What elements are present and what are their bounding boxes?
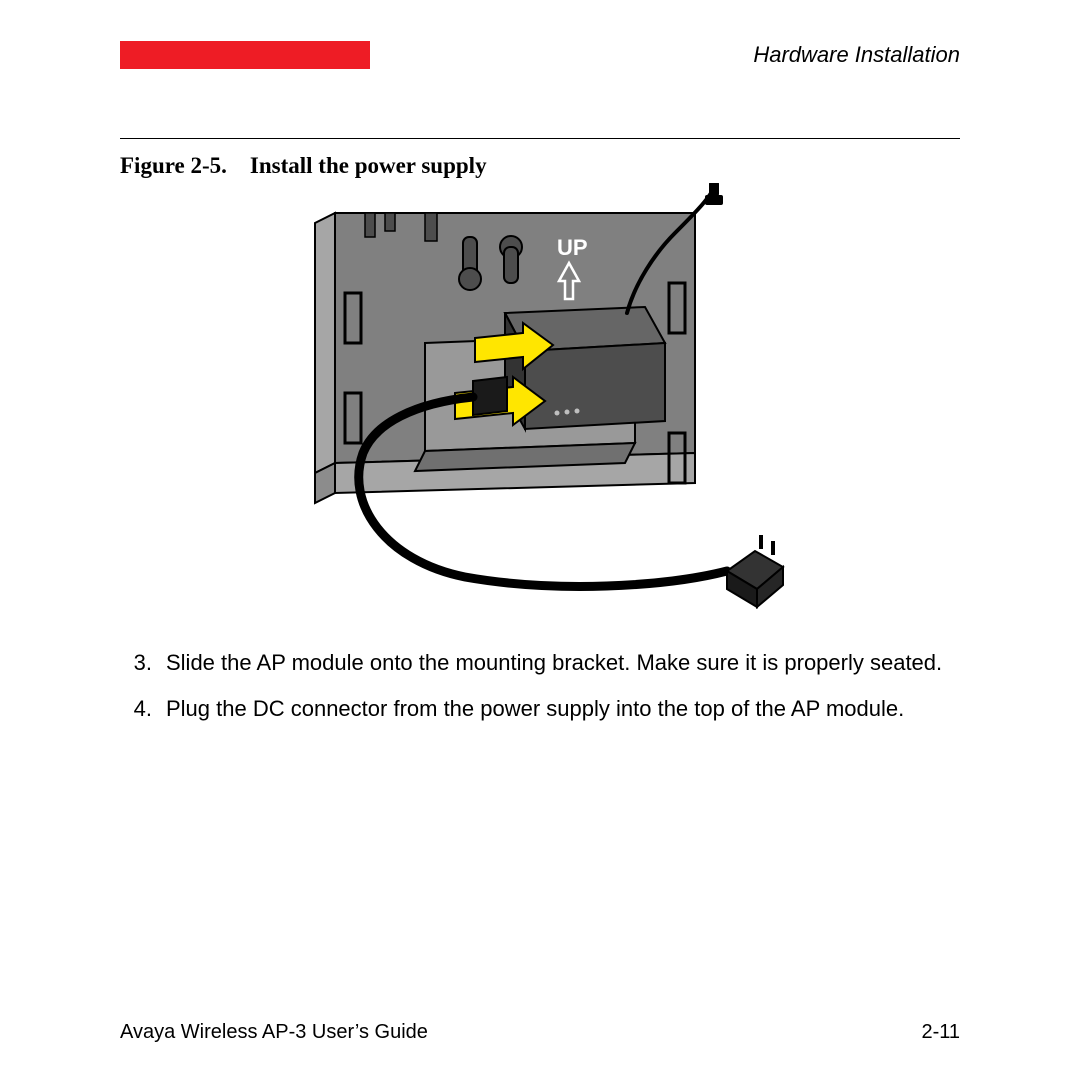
step-text: Slide the AP module onto the mounting br… — [166, 648, 960, 678]
footer-guide-name: Avaya Wireless AP-3 User’s Guide — [120, 1021, 428, 1044]
figure-label: Figure 2-5. — [120, 153, 227, 178]
list-item: 4. Plug the DC connector from the power … — [120, 694, 960, 724]
figure-caption: Figure 2-5. Install the power supply — [120, 153, 960, 179]
page-footer: Avaya Wireless AP-3 User’s Guide 2-11 — [120, 1021, 960, 1044]
up-label: UP — [557, 235, 588, 260]
step-number: 4. — [120, 694, 166, 724]
power-supply-diagram: UP — [275, 183, 805, 613]
accent-bar — [120, 41, 370, 69]
footer-page-number: 2-11 — [921, 1021, 960, 1044]
list-item: 3. Slide the AP module onto the mounting… — [120, 648, 960, 678]
instruction-list: 3. Slide the AP module onto the mounting… — [120, 648, 960, 723]
figure-illustration: UP — [120, 183, 960, 618]
document-page: Hardware Installation Figure 2-5. Instal… — [0, 0, 1080, 1080]
step-text: Plug the DC connector from the power sup… — [166, 694, 960, 724]
figure-title: Install the power supply — [250, 153, 487, 178]
step-number: 3. — [120, 648, 166, 678]
divider — [120, 138, 960, 139]
section-title: Hardware Installation — [753, 42, 960, 68]
page-header: Hardware Installation — [120, 40, 960, 70]
